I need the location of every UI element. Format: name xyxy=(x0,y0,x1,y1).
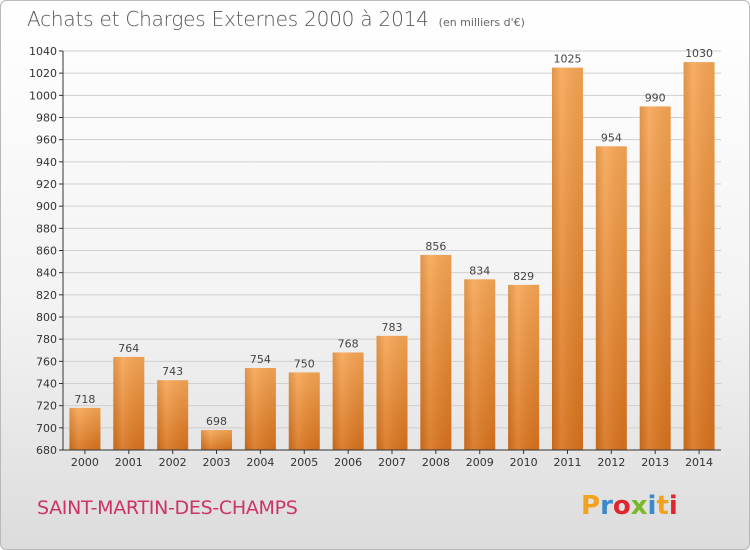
x-tick-label: 2001 xyxy=(115,456,143,469)
bar-shade xyxy=(201,430,233,450)
bar-shade xyxy=(157,380,189,450)
x-tick-label: 2006 xyxy=(334,456,362,469)
logo-letter: P xyxy=(581,491,601,521)
title-row: Achats et Charges Externes 2000 à 2014 (… xyxy=(27,7,525,31)
bar-shade xyxy=(551,67,583,450)
bar-shade xyxy=(508,284,540,450)
x-tick-label: 2008 xyxy=(422,456,450,469)
y-tick-label: 840 xyxy=(36,267,57,280)
x-tick-label: 2002 xyxy=(159,456,187,469)
y-tick-label: 720 xyxy=(36,400,57,413)
y-tick-label: 940 xyxy=(36,156,57,169)
x-tick-label: 2010 xyxy=(510,456,538,469)
y-tick-label: 740 xyxy=(36,378,57,391)
y-tick-label: 860 xyxy=(36,245,57,258)
data-label: 1025 xyxy=(553,53,581,66)
x-tick-label: 2009 xyxy=(466,456,494,469)
data-label: 990 xyxy=(645,91,666,104)
data-label: 768 xyxy=(338,337,359,350)
bar-shade xyxy=(639,106,671,451)
y-tick-label: 820 xyxy=(36,289,57,302)
y-tick-label: 760 xyxy=(36,355,57,368)
data-label: 718 xyxy=(74,393,95,406)
logo-letter: o xyxy=(612,491,631,521)
y-tick-label: 800 xyxy=(36,311,57,324)
bar-shade xyxy=(683,62,715,450)
bar-shade xyxy=(69,407,101,450)
data-label: 783 xyxy=(382,321,403,334)
commune-name: SAINT-MARTIN-DES-CHAMPS xyxy=(37,497,298,519)
data-label: 834 xyxy=(469,264,490,277)
y-tick-label: 900 xyxy=(36,200,57,213)
x-tick-label: 2014 xyxy=(685,456,713,469)
bar-shade xyxy=(464,279,496,450)
logo-letter: r xyxy=(600,491,613,521)
y-tick-label: 1040 xyxy=(29,45,57,58)
y-tick-label: 680 xyxy=(36,444,57,457)
logo-letter: x xyxy=(630,491,648,521)
bar-shade xyxy=(244,367,276,450)
logo-letter: t xyxy=(656,491,669,521)
x-tick-label: 2013 xyxy=(641,456,669,469)
y-tick-label: 920 xyxy=(36,178,57,191)
bar-shade xyxy=(332,352,364,450)
x-tick-label: 2011 xyxy=(553,456,581,469)
x-tick-label: 2003 xyxy=(203,456,231,469)
x-tick-label: 2000 xyxy=(71,456,99,469)
proxiti-logo[interactable]: Proxiti xyxy=(581,491,678,521)
data-label: 1030 xyxy=(685,47,713,60)
data-label: 954 xyxy=(601,131,622,144)
data-label: 743 xyxy=(162,365,183,378)
data-label: 698 xyxy=(206,415,227,428)
y-tick-label: 1020 xyxy=(29,67,57,80)
chart-title: Achats et Charges Externes 2000 à 2014 xyxy=(27,7,429,31)
data-label: 750 xyxy=(294,357,315,370)
x-tick-label: 2005 xyxy=(290,456,318,469)
x-tick-label: 2007 xyxy=(378,456,406,469)
chart-subtitle: (en milliers d'€) xyxy=(438,16,525,29)
logo-letter: i xyxy=(647,491,657,521)
bar-shade xyxy=(420,254,452,450)
y-tick-label: 880 xyxy=(36,222,57,235)
bar-shade xyxy=(113,356,145,450)
y-tick-label: 780 xyxy=(36,333,57,346)
data-label: 764 xyxy=(118,342,139,355)
x-tick-label: 2012 xyxy=(597,456,625,469)
y-tick-label: 700 xyxy=(36,422,57,435)
bar-shade xyxy=(288,372,320,450)
bar-shade xyxy=(376,335,408,450)
data-label: 856 xyxy=(425,240,446,253)
bar-shade xyxy=(595,146,627,451)
x-tick-label: 2004 xyxy=(246,456,274,469)
data-label: 754 xyxy=(250,353,271,366)
y-tick-label: 1000 xyxy=(29,89,57,102)
y-tick-label: 980 xyxy=(36,112,57,125)
data-label: 829 xyxy=(513,270,534,283)
y-tick-label: 960 xyxy=(36,134,57,147)
logo-letter: i xyxy=(668,491,678,521)
